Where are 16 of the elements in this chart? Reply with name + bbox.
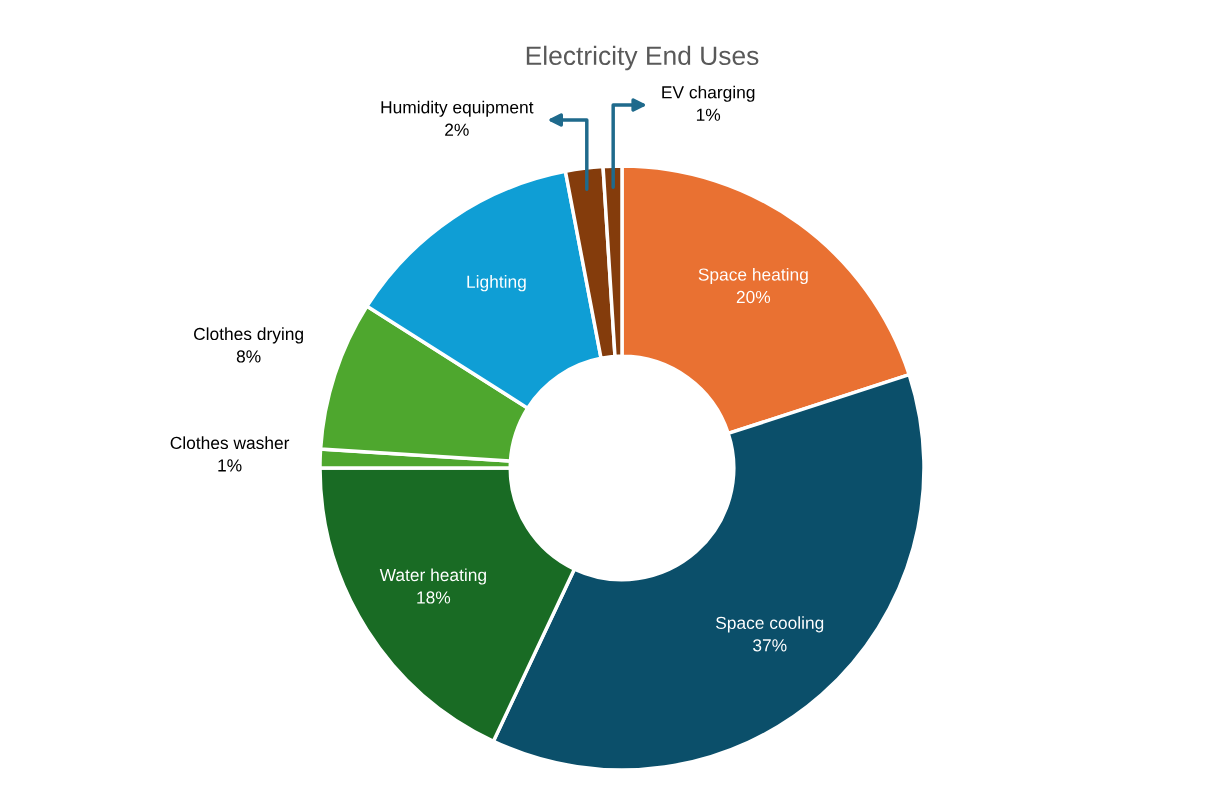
slice-label: Clothes washer xyxy=(170,436,290,450)
data-label: 2% xyxy=(445,123,469,136)
slice-label: Space cooling xyxy=(716,616,824,633)
slice-label: Clothes drying xyxy=(194,327,303,344)
data-label: 8% xyxy=(236,350,261,363)
slice-label: EV charging xyxy=(662,85,755,102)
chart-title: Electricity End Uses xyxy=(526,45,759,71)
data-label: 20% xyxy=(736,290,771,304)
slice-label: Water heating xyxy=(379,568,486,585)
data-label: 37% xyxy=(753,639,787,652)
slice-label: Space heating xyxy=(698,267,808,285)
data-label: 18% xyxy=(417,591,451,604)
slice-label: Humidity equipment xyxy=(381,100,534,117)
data-label: 1% xyxy=(218,459,242,472)
slice-label: Lighting xyxy=(467,275,526,292)
data-label: 1% xyxy=(696,108,721,121)
